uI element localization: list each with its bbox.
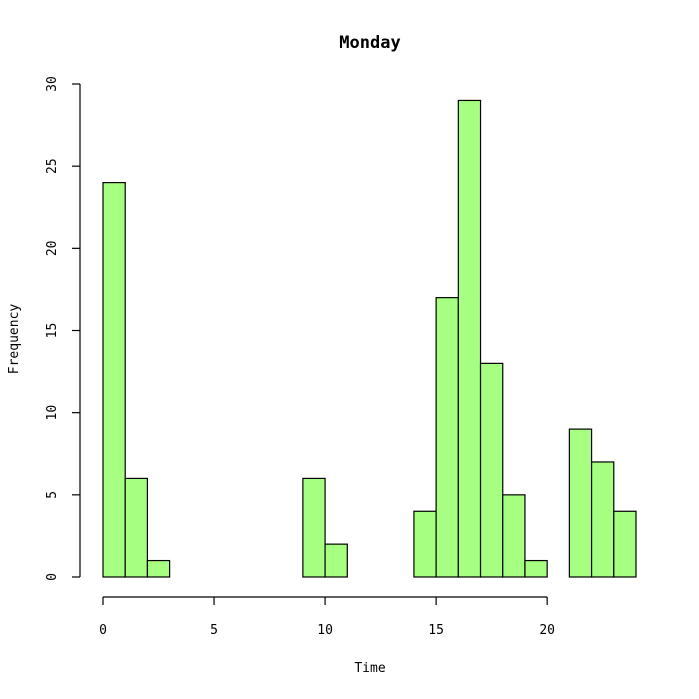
x-tick-label: 15 [428,623,444,638]
histogram-bar [502,494,526,578]
x-tick-label: 20 [539,623,555,638]
histogram-bar [413,510,437,578]
histogram-bar [613,510,637,578]
histogram-bar [124,477,149,578]
y-tick-label: 25 [45,158,60,174]
x-tick-label: 0 [99,623,107,638]
histogram-bar [324,543,348,578]
y-axis: 0 5 10 15 20 25 30 [45,76,81,581]
histogram-bar [568,428,593,578]
y-axis-label: Frequency [7,304,22,375]
y-tick-label: 30 [45,76,60,92]
bars-group [102,99,637,578]
chart-title: Monday [339,33,400,53]
histogram-bar [479,362,504,578]
histogram-bar [524,559,548,578]
histogram-bar [102,182,126,578]
y-tick-label: 15 [45,323,60,339]
x-tick-label: 10 [317,623,333,638]
histogram-bar [435,297,459,578]
histogram-bar [146,559,171,578]
x-tick-label: 5 [210,623,218,638]
x-axis: 0 5 10 15 20 [99,596,555,638]
histogram-bar [590,461,615,578]
y-tick-label: 5 [45,491,60,499]
histogram-bar [457,99,482,578]
y-tick-label: 20 [45,241,60,257]
y-tick-label: 0 [45,573,60,581]
x-axis-label: Time [354,661,385,676]
histogram-bar [302,477,326,578]
y-tick-label: 10 [45,405,60,421]
